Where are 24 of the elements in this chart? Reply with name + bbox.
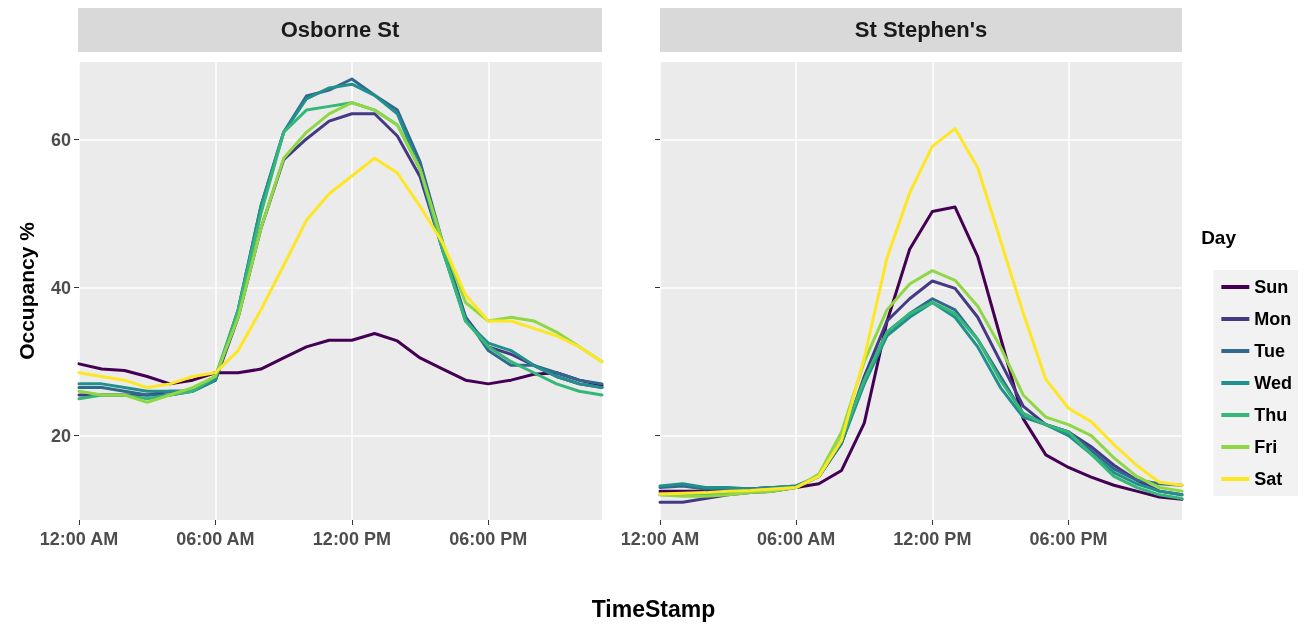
legend-label: Sat bbox=[1254, 469, 1283, 489]
legend-label: Fri bbox=[1254, 437, 1278, 457]
legend-label: Thu bbox=[1254, 405, 1288, 425]
x-tick-label: 12:00 AM bbox=[620, 529, 700, 549]
legend-label: Tue bbox=[1254, 341, 1285, 361]
legend-label: Sun bbox=[1254, 277, 1289, 297]
x-tick-label: 12:00 PM bbox=[312, 529, 391, 549]
x-tick-label: 06:00 AM bbox=[756, 529, 836, 549]
x-tick-label: 12:00 PM bbox=[893, 529, 972, 549]
y-tick-label: 60 bbox=[50, 129, 71, 150]
y-axis-title: Occupancy % bbox=[15, 221, 38, 360]
x-axis-title: TimeStamp bbox=[590, 596, 717, 623]
legend-title: Day bbox=[1201, 227, 1237, 248]
legend-label: Wed bbox=[1254, 373, 1292, 393]
x-tick-label: 06:00 AM bbox=[176, 529, 255, 549]
y-tick-label: 20 bbox=[50, 425, 71, 446]
x-tick-label: 06:00 PM bbox=[1029, 529, 1108, 549]
chart-title: Osborne St bbox=[78, 8, 602, 52]
x-tick-label: 12:00 AM bbox=[39, 529, 119, 549]
chart-title: St Stephen's bbox=[660, 8, 1182, 52]
legend-label: Mon bbox=[1254, 309, 1292, 329]
y-tick-label: 40 bbox=[50, 277, 71, 298]
x-tick-label: 06:00 PM bbox=[449, 529, 528, 549]
line-series bbox=[77, 156, 604, 390]
